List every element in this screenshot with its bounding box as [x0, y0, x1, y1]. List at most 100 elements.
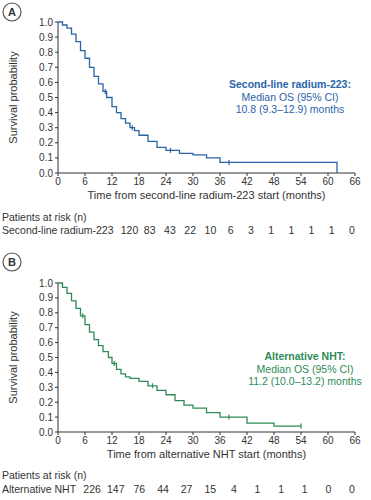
risk-count: 22	[184, 224, 196, 236]
y-tick	[55, 127, 58, 128]
y-axis-title: Survival probability	[7, 51, 19, 144]
risk-count: 1	[278, 483, 284, 495]
censor-mark	[228, 160, 229, 165]
risk-table-label: Alternative NHT	[2, 483, 77, 495]
annotation: Median OS (95% CI)	[242, 91, 339, 103]
x-tick-label: 12	[106, 435, 118, 446]
risk-count: 1	[268, 224, 274, 236]
risk-count: 1	[309, 224, 315, 236]
x-tick-label: 60	[322, 435, 334, 446]
y-axis-title: Survival probability	[7, 311, 19, 404]
panel-badge	[3, 3, 21, 21]
x-axis	[58, 173, 355, 174]
x-tick-label: 6	[82, 435, 88, 446]
censor-mark	[132, 125, 133, 130]
y-tick-label: 1.0	[39, 17, 53, 28]
y-tick	[55, 37, 58, 38]
y-tick	[55, 342, 58, 343]
x-tick-label: 18	[133, 435, 145, 446]
x-tick-label: 24	[160, 176, 172, 187]
x-tick-label: 54	[295, 435, 307, 446]
annotation: Second-line radium-223:	[229, 78, 351, 90]
risk-count: 226	[83, 483, 101, 495]
x-tick-label: 18	[133, 176, 145, 187]
y-tick-label: 0.6	[39, 337, 53, 348]
y-tick-label: 0.7	[39, 62, 53, 73]
censor-mark	[152, 383, 153, 388]
risk-count: 1	[302, 483, 308, 495]
y-tick-label: 0.4	[39, 107, 53, 118]
y-tick-label: 1.0	[39, 278, 53, 289]
risk-table-title: Patients at risk (n)	[2, 211, 87, 223]
annotation: 11.2 (10.0–13.2) months	[248, 375, 362, 387]
y-tick	[55, 157, 58, 158]
x-axis	[58, 432, 355, 433]
x-tick-label: 30	[187, 435, 199, 446]
risk-count: 1	[329, 224, 335, 236]
y-tick	[55, 312, 58, 313]
y-tick	[55, 283, 58, 284]
censor-mark	[170, 148, 171, 153]
y-tick	[55, 97, 58, 98]
x-tick-label: 48	[268, 176, 280, 187]
x-tick-label: 36	[214, 435, 226, 446]
y-tick	[55, 297, 58, 298]
risk-count: 1	[255, 483, 261, 495]
y-tick-label: 0.4	[39, 367, 53, 378]
y-tick	[55, 402, 58, 403]
x-tick-label: 66	[349, 176, 361, 187]
x-tick-label: 66	[349, 435, 361, 446]
y-tick-label: 0.6	[39, 77, 53, 88]
risk-count: 1	[288, 224, 294, 236]
risk-count: 10	[205, 224, 217, 236]
y-tick-label: 0.2	[39, 397, 53, 408]
y-tick-label: 0.5	[39, 92, 53, 103]
y-tick	[55, 387, 58, 388]
risk-count: 83	[144, 224, 156, 236]
x-tick-label: 24	[160, 435, 172, 446]
y-tick	[55, 82, 58, 83]
x-tick-label: 54	[295, 176, 307, 187]
x-tick-label: 30	[187, 176, 199, 187]
y-tick-label: 0.0	[39, 427, 53, 438]
annotation: 10.8 (9.3–12.9) months	[236, 103, 345, 115]
y-tick-label: 0.3	[39, 122, 53, 133]
panel: A0.00.10.20.30.40.50.60.70.80.91.0061218…	[2, 3, 361, 236]
y-tick-label: 0.9	[39, 292, 53, 303]
risk-count: 76	[134, 483, 146, 495]
y-tick-label: 0.0	[39, 168, 53, 179]
y-tick-label: 0.2	[39, 137, 53, 148]
censor-mark	[228, 415, 229, 420]
risk-count: 0	[349, 224, 355, 236]
figure: A0.00.10.20.30.40.50.60.70.80.91.0061218…	[0, 0, 371, 500]
x-tick-label: 42	[241, 176, 253, 187]
y-tick	[55, 52, 58, 53]
y-tick	[55, 67, 58, 68]
y-tick-label: 0.8	[39, 307, 53, 318]
y-tick-label: 0.7	[39, 322, 53, 333]
x-tick-label: 6	[82, 176, 88, 187]
panel-label: B	[8, 256, 16, 268]
annotation: Median OS (95% CI)	[257, 363, 354, 375]
x-tick-label: 48	[268, 435, 280, 446]
x-axis-title: Time from second-line radium-223 start (…	[87, 189, 325, 201]
panel: B0.00.10.20.30.40.50.60.70.80.91.0061218…	[2, 253, 362, 495]
x-tick-label: 0	[55, 435, 61, 446]
risk-count: 147	[107, 483, 125, 495]
censor-mark	[105, 89, 106, 94]
censor-mark	[300, 424, 301, 429]
y-tick-label: 0.1	[39, 152, 53, 163]
x-tick-label: 42	[241, 435, 253, 446]
risk-count: 0	[349, 483, 355, 495]
x-tick-label: 0	[55, 176, 61, 187]
risk-count: 0	[325, 483, 331, 495]
x-tick-label: 60	[322, 176, 334, 187]
y-tick	[55, 112, 58, 113]
risk-count: 15	[204, 483, 216, 495]
risk-count: 120	[121, 224, 139, 236]
risk-count: 27	[181, 483, 193, 495]
risk-table-title: Patients at risk (n)	[2, 469, 87, 481]
y-tick	[55, 357, 58, 358]
annotation: Alternative NHT:	[264, 350, 345, 362]
y-tick	[55, 372, 58, 373]
